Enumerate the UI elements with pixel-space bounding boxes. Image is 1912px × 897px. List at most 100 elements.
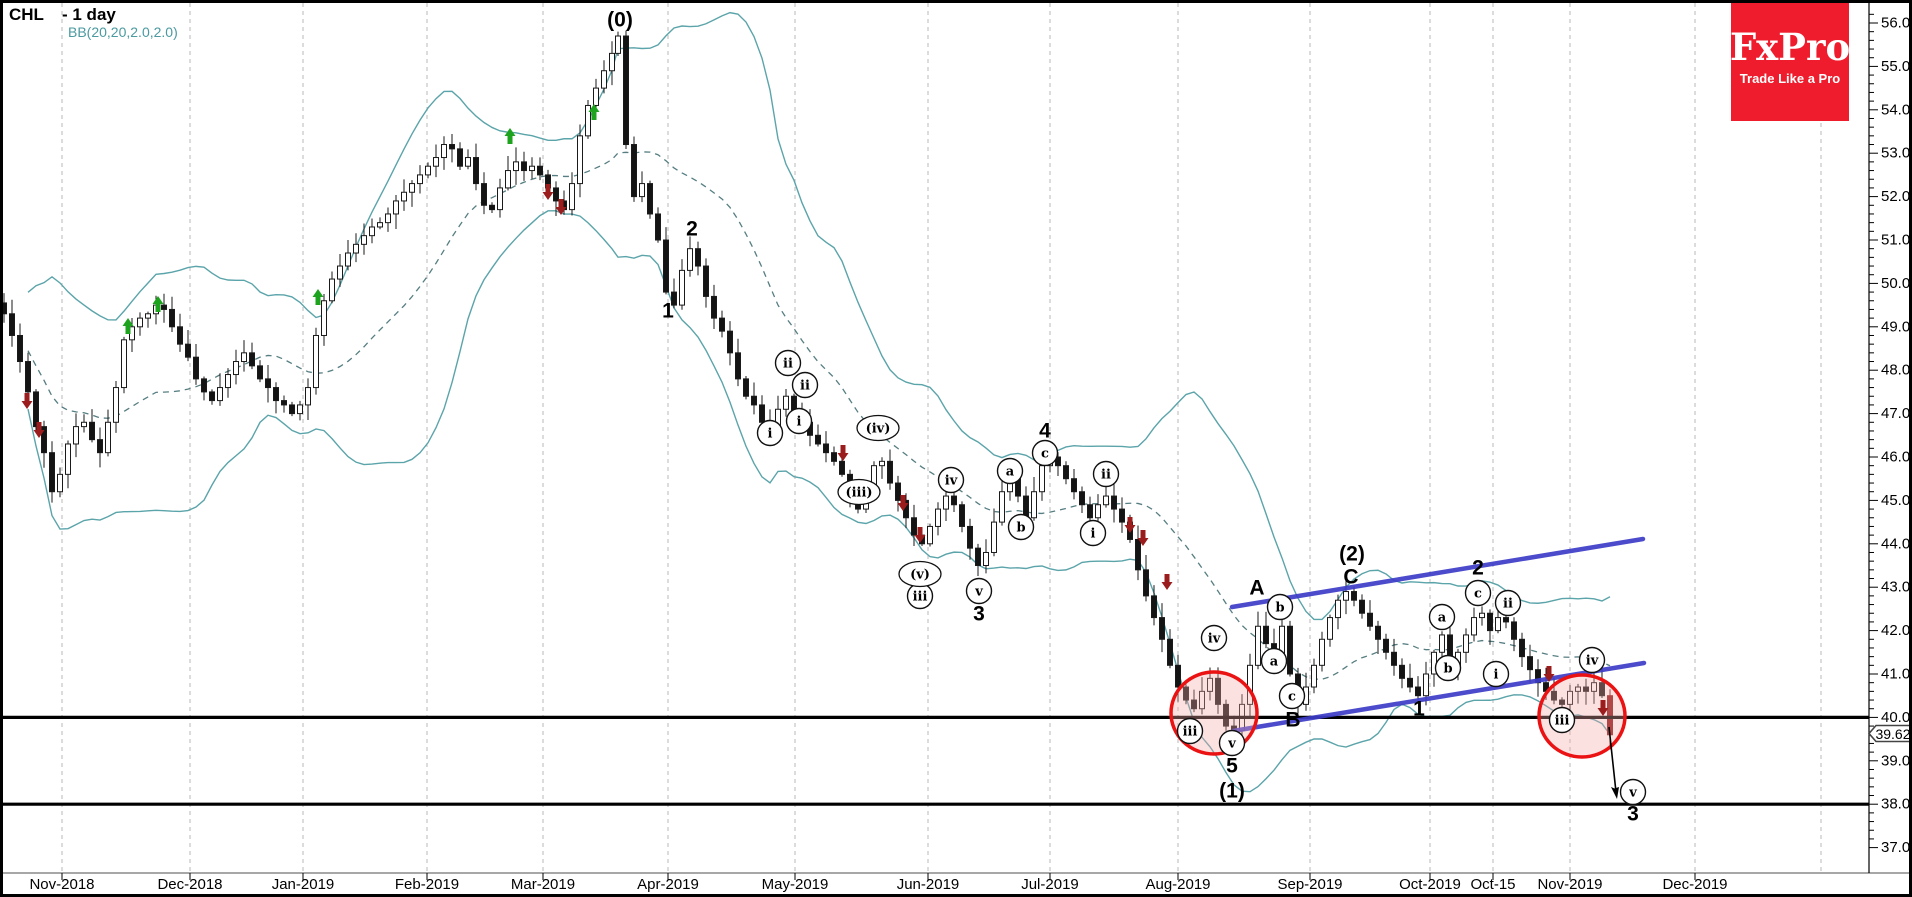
wave-degree-circle xyxy=(1548,706,1576,734)
y-axis-label: 42.00 xyxy=(1881,622,1912,639)
wave-label-circled: i xyxy=(1091,527,1096,542)
candle-body xyxy=(759,404,765,423)
candle-body xyxy=(1207,677,1213,692)
projection-arrowhead-icon xyxy=(1611,787,1619,799)
wave-degree-circle xyxy=(774,349,802,377)
candle-body xyxy=(473,157,479,185)
wave-degree-ellipse xyxy=(898,560,942,588)
candle-body xyxy=(169,308,175,328)
wave-label-plain: 3 xyxy=(973,603,985,626)
candle-body xyxy=(425,165,431,176)
candle-body xyxy=(1055,456,1061,467)
last-price-value: 39.62 xyxy=(1875,726,1910,742)
candle-body xyxy=(369,226,375,237)
candle-body xyxy=(305,387,311,406)
y-axis-label: 54.00 xyxy=(1881,101,1912,118)
candle-body xyxy=(1551,690,1557,701)
candle-body xyxy=(409,183,415,193)
y-axis-label: 46.00 xyxy=(1881,449,1912,466)
candle-body xyxy=(385,213,391,224)
candle-body xyxy=(177,326,183,345)
buy-signal-arrow-icon xyxy=(588,104,600,120)
wave-label-circled: c xyxy=(1041,447,1049,462)
bb-upper-band xyxy=(27,11,1611,621)
candle-body xyxy=(1583,686,1589,692)
candle-body xyxy=(161,304,167,310)
candle-body xyxy=(321,300,327,336)
candle-body xyxy=(823,443,829,454)
candle-body xyxy=(1319,638,1325,666)
y-axis-label: 50.00 xyxy=(1881,275,1912,292)
candle-body xyxy=(1399,664,1405,679)
channel-line xyxy=(1229,536,1646,610)
wave-degree-circle xyxy=(756,419,784,447)
y-axis[interactable]: 37.00 38.00 39.00 40.00 41.00 42.00 43.00 44.00… xyxy=(1868,3,1912,873)
month-gridlines xyxy=(61,3,1822,873)
candle-body xyxy=(249,352,255,367)
candle-body xyxy=(1375,625,1381,640)
candle-body xyxy=(1359,599,1365,614)
candle-body xyxy=(273,387,279,402)
candle-body xyxy=(297,404,303,415)
wave-degree-circle xyxy=(1428,603,1456,631)
x-axis-label: Sep-2019 xyxy=(1277,876,1342,893)
wave-label-circled: ii xyxy=(1101,468,1111,483)
sell-signal-arrow-icon xyxy=(33,422,45,438)
indicator-label: BB(20,20,2.0,2.0) xyxy=(68,24,178,40)
wave-degree-circle xyxy=(1434,654,1462,682)
candle-body xyxy=(695,248,701,267)
candle-body xyxy=(513,161,519,172)
candle-body xyxy=(1111,495,1117,510)
candle-body xyxy=(41,426,47,454)
y-axis-label: 44.00 xyxy=(1881,535,1912,552)
candle-body xyxy=(1175,664,1181,688)
wave-degree-circle xyxy=(996,457,1024,485)
wave-label-circled: i xyxy=(1494,668,1499,683)
wave-degree-circle xyxy=(1092,460,1120,488)
sell-signal-arrow-icon xyxy=(914,527,926,543)
candle-body xyxy=(1183,686,1189,701)
x-axis-label: Jun-2019 xyxy=(897,876,960,893)
x-axis-label: Oct-2019 xyxy=(1399,876,1461,893)
candle-body xyxy=(879,460,885,467)
wave-degree-circle xyxy=(1200,624,1228,652)
brand-logo: FxPro Trade Like a Pro xyxy=(1730,2,1850,121)
wave-label-parenthesized: (v) xyxy=(910,568,930,583)
x-axis-label: Dec-2018 xyxy=(157,876,222,893)
wave-label-parenthesized: (iv) xyxy=(866,422,891,437)
x-axis-label: Nov-2019 xyxy=(1537,876,1602,893)
candle-body xyxy=(743,378,749,397)
candle-body xyxy=(623,35,629,146)
candle-body xyxy=(505,170,511,189)
wave-label-circled: b xyxy=(1275,601,1284,616)
wave-degree-circle xyxy=(1578,646,1606,674)
x-axis[interactable]: Nov-2018 Dec-2018 Jan-2019 Feb-2019 Mar-2019… xyxy=(2,872,1910,893)
candle-body xyxy=(1079,491,1085,506)
wave-label-plain: 1 xyxy=(662,300,674,323)
sell-signal-arrow-icon xyxy=(555,199,567,215)
wave-label-plain: B xyxy=(1285,709,1300,732)
candle-body xyxy=(537,165,543,176)
candle-body xyxy=(615,35,621,54)
wave-label-plain: (0) xyxy=(607,9,633,32)
wave-label-plain: 2 xyxy=(686,218,698,241)
candle-body xyxy=(1503,617,1509,623)
candle-body xyxy=(1191,699,1197,710)
candle-body xyxy=(1383,638,1389,653)
wave-label-circled: v xyxy=(974,585,983,600)
candle-body xyxy=(719,317,725,332)
wave-degree-circle xyxy=(1482,660,1510,688)
wave-degree-circle xyxy=(1464,579,1492,607)
candle-body xyxy=(401,191,407,202)
candle-body xyxy=(1223,703,1229,727)
candle-body xyxy=(1199,690,1205,710)
candle-body xyxy=(585,104,591,137)
candle-body xyxy=(49,452,55,493)
x-axis-label: Nov-2018 xyxy=(29,876,94,893)
candle-body xyxy=(553,187,559,202)
candle-body xyxy=(999,491,1005,523)
candle-body xyxy=(1343,591,1349,601)
bb-middle-band xyxy=(27,151,1611,680)
